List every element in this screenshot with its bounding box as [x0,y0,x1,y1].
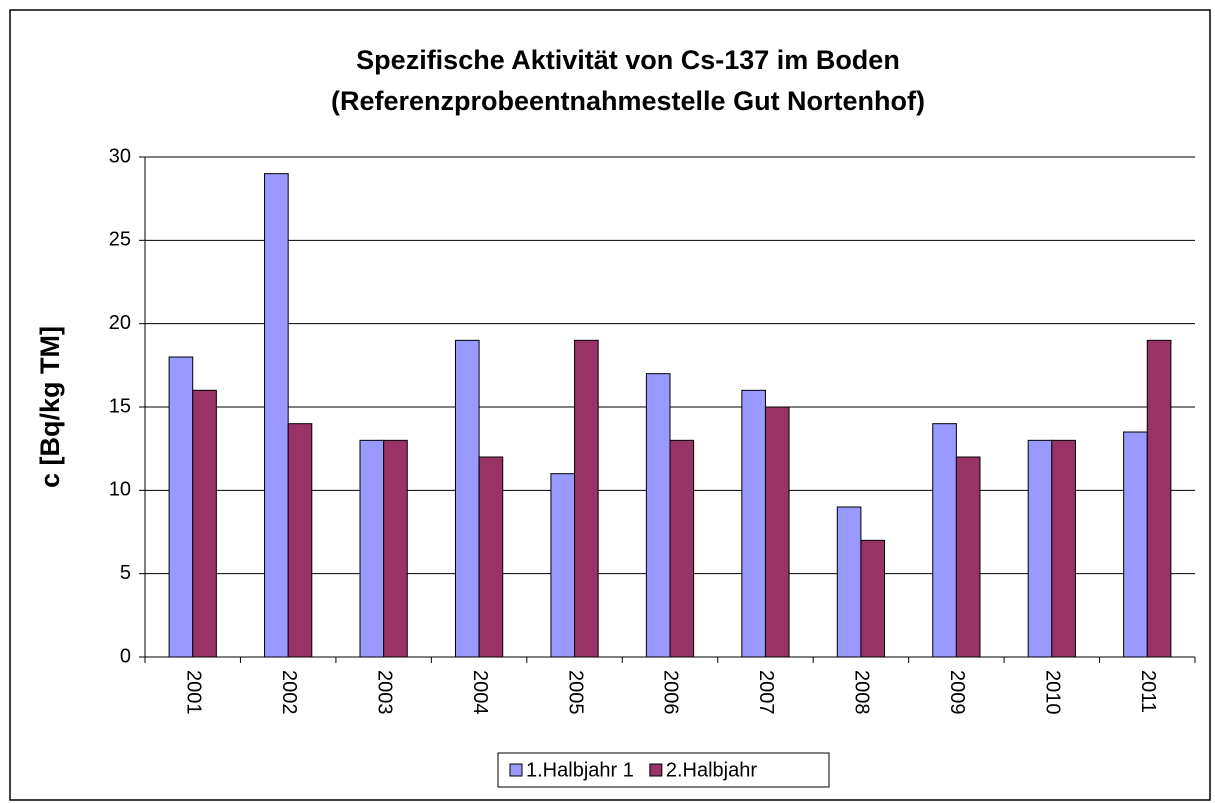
legend-label: 2.Halbjahr [666,759,758,781]
bar [932,423,957,658]
bar [1027,439,1053,658]
bar [574,339,599,658]
bar [1146,339,1172,658]
x-tick-label: 2005 [564,670,586,715]
x-tick-label: 2004 [469,670,491,715]
bar [669,439,695,658]
y-tick-label: 0 [120,645,131,667]
legend-box [497,752,830,788]
x-tick-label: 2006 [660,670,682,715]
x-tick-label: 2003 [373,670,395,715]
bar [359,439,385,658]
y-axis-label: c [Bq/kg TM] [35,326,65,488]
x-tick-label: 2008 [851,670,873,715]
y-tick-label: 10 [109,479,131,501]
bar [1051,439,1076,658]
chart-subtitle: (Referenzprobeentnahmestelle Gut Nortenh… [331,86,925,116]
x-tick-label: 2009 [946,670,968,715]
y-tick-label: 15 [109,395,131,417]
x-tick-label: 2007 [755,670,777,715]
bar [764,406,790,658]
bar [955,456,981,658]
bar [287,423,313,658]
bar [550,473,576,658]
bar [836,506,862,658]
y-tick-label: 30 [109,145,131,167]
x-tick-label: 2011 [1137,670,1159,713]
x-tick-label: 2001 [182,670,204,715]
x-tick-label: 2010 [1042,670,1064,715]
bar [383,439,408,658]
x-tick-label: 2002 [278,670,300,715]
y-tick-label: 5 [120,562,131,584]
bar [264,173,289,658]
y-tick-label: 25 [109,229,131,251]
bar [192,389,217,658]
bar [168,356,194,658]
bar [454,339,480,658]
bar [741,389,766,658]
bar [645,373,671,658]
legend-swatch [649,763,663,777]
bar [478,456,504,658]
y-tick-label: 20 [109,312,131,334]
bar [1123,431,1148,658]
legend-swatch [509,763,523,777]
legend-label: 1.Halbjahr 1 [526,759,634,781]
chart-title: Spezifische Aktivität von Cs-137 im Bode… [356,45,900,75]
bar [860,539,886,658]
